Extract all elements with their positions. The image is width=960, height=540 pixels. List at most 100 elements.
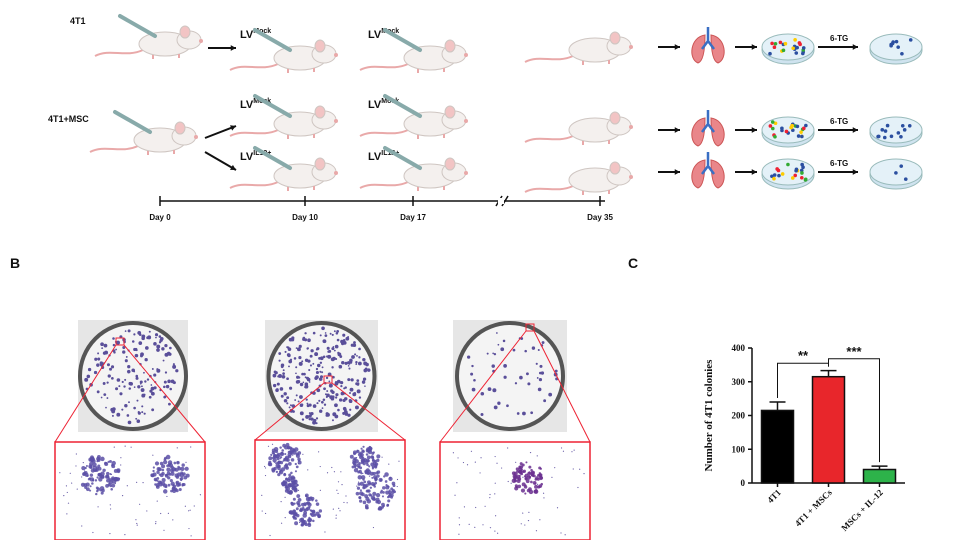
zoom-colony	[381, 495, 385, 498]
speck	[396, 478, 399, 481]
speck	[263, 465, 266, 468]
plate-colony	[101, 347, 104, 350]
plate-colony	[330, 389, 334, 393]
zoom-colony	[362, 445, 365, 448]
zoom-colony	[182, 472, 186, 476]
plate-colony	[319, 375, 324, 379]
speck	[496, 462, 498, 464]
zoom-colony	[385, 490, 390, 495]
colony	[780, 172, 785, 176]
zoom-colony	[89, 485, 92, 488]
plate-colony	[315, 375, 319, 379]
label-sup: IL12+	[381, 150, 399, 157]
speck	[109, 504, 111, 506]
plate-colony	[541, 341, 545, 344]
zoom-colony	[360, 475, 366, 480]
plate-colony	[154, 333, 159, 337]
zoom-colony	[288, 510, 294, 515]
zoom-colony	[278, 469, 284, 475]
speck	[340, 471, 342, 473]
plate-colony	[347, 413, 351, 417]
speck	[65, 485, 68, 487]
zoom-colony	[159, 480, 163, 484]
mouse-ear	[444, 105, 456, 119]
speck	[136, 524, 138, 526]
y-axis-label: Number of 4T1 colonies	[703, 359, 715, 472]
mouse-tail	[524, 185, 574, 193]
significance-bracket	[828, 358, 880, 463]
zoom-colony	[352, 450, 357, 455]
plate-colony	[318, 356, 321, 360]
plate-colony	[315, 370, 319, 375]
speck	[528, 511, 530, 513]
plate-colony	[321, 326, 325, 331]
zoom-colony	[154, 478, 158, 482]
plate-colony	[278, 359, 281, 362]
zoom-colony	[513, 475, 518, 480]
colony	[799, 168, 804, 173]
speck	[75, 453, 77, 455]
speck	[139, 503, 141, 505]
speck	[507, 480, 509, 483]
zoom-colony	[292, 481, 296, 485]
speck	[522, 512, 524, 514]
plate-colony	[540, 371, 545, 375]
zoom-colony	[273, 466, 277, 471]
zoom-colony	[366, 447, 370, 452]
zoom-colony	[270, 453, 273, 456]
zoom-colony	[305, 494, 308, 498]
zoom-colony	[171, 486, 176, 491]
zoom-colony	[522, 470, 525, 473]
plate-colony	[350, 378, 354, 382]
zoom-colony	[369, 486, 373, 489]
zoom-colony	[364, 494, 369, 499]
zoom-colony	[373, 497, 376, 501]
zoom-colony	[174, 473, 179, 478]
plate-colony	[319, 370, 322, 373]
speck	[535, 530, 538, 532]
plate-colony	[317, 363, 321, 368]
colony	[791, 46, 795, 51]
plate-colony	[124, 378, 127, 381]
speck	[462, 461, 465, 464]
colony	[896, 131, 901, 135]
plate-colony	[305, 415, 309, 419]
zoom-colony	[272, 452, 275, 455]
plate-colony	[283, 392, 287, 396]
speck	[463, 506, 466, 508]
zoom-colony	[303, 508, 307, 512]
label-sup: Mock	[253, 28, 271, 35]
zoom-colony	[290, 476, 294, 480]
plate-colony	[537, 348, 540, 351]
zoom-marker	[115, 337, 125, 346]
plate-colony	[136, 399, 139, 402]
zoom-colony	[89, 489, 92, 492]
zoom-colony	[167, 476, 171, 480]
plate-colony	[175, 369, 179, 373]
speck	[522, 476, 524, 478]
speck	[577, 486, 579, 489]
zoom-colony	[377, 507, 381, 511]
zoom-colony	[315, 502, 320, 506]
plate-colony	[322, 355, 326, 359]
speck	[501, 467, 503, 469]
colony	[770, 126, 775, 131]
zoom-colony	[288, 490, 293, 495]
zoom-colony	[300, 523, 304, 527]
plate-colony	[491, 364, 495, 368]
plate-colony	[111, 376, 114, 380]
plate-colony	[138, 333, 142, 336]
plate-colony	[310, 411, 314, 416]
speck	[81, 476, 83, 478]
group-label: 4T1	[70, 16, 86, 26]
zoom-colony	[356, 486, 361, 490]
zoom-colony	[80, 482, 86, 487]
plate-colony	[480, 391, 485, 396]
plate-colony	[126, 369, 131, 374]
plate-colony	[358, 396, 362, 399]
mouse-feet	[287, 134, 315, 139]
zoom-marker	[525, 323, 535, 332]
plate-colony	[492, 388, 497, 393]
speck	[335, 517, 337, 519]
